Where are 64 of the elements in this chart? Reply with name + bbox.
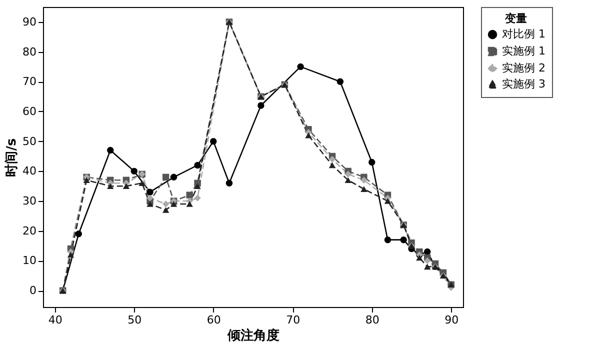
y-tick-label: 70	[22, 75, 36, 88]
y-tick-label: 40	[22, 164, 36, 178]
y-tick-label: 0	[30, 284, 36, 298]
x-tick-label: 90	[444, 314, 459, 326]
point	[226, 180, 233, 186]
point	[67, 252, 74, 258]
point	[328, 162, 336, 168]
point	[146, 194, 154, 202]
point	[107, 183, 114, 190]
point	[186, 201, 193, 207]
y-tick-label: 90	[22, 15, 36, 28]
point	[344, 170, 352, 178]
legend-title: 变量	[504, 12, 527, 25]
point	[170, 174, 178, 180]
point	[194, 183, 201, 190]
x-tick-label: 80	[365, 314, 380, 326]
point	[297, 63, 304, 70]
point	[344, 177, 352, 184]
y-tick-label: 60	[22, 104, 36, 118]
legend-label: 实施例 3	[502, 78, 546, 90]
point	[107, 146, 114, 154]
point	[336, 78, 344, 85]
legend-label: 实施例 2	[502, 62, 546, 74]
point	[305, 132, 312, 138]
point	[360, 186, 368, 192]
point	[424, 248, 431, 256]
y-tick-label: 20	[22, 224, 36, 238]
x-tick-label: 60	[206, 314, 221, 326]
point	[384, 198, 392, 204]
x-tick-label: 40	[48, 314, 62, 326]
point	[210, 138, 217, 145]
point	[194, 194, 201, 202]
legend-label: 对比例 1	[502, 28, 546, 40]
point	[384, 236, 392, 244]
x-tick-label: 50	[128, 314, 142, 326]
point	[122, 183, 130, 190]
point	[170, 201, 178, 207]
point	[328, 156, 336, 163]
y-tick-label: 80	[22, 45, 36, 58]
x-tick-label: 70	[286, 314, 300, 326]
point	[186, 192, 193, 198]
point	[194, 162, 201, 169]
point	[162, 174, 170, 181]
y-tick-label: 50	[22, 134, 36, 148]
point	[258, 102, 264, 109]
point	[424, 257, 431, 264]
point	[360, 176, 368, 184]
y-tick-label: 10	[22, 254, 36, 268]
point	[146, 201, 154, 207]
point	[424, 264, 431, 270]
point	[162, 200, 170, 208]
y-axis-title: 时间/s	[4, 138, 20, 177]
x-axis-title: 倾注角度	[226, 328, 280, 344]
point	[130, 168, 138, 175]
point	[83, 177, 90, 184]
point	[75, 230, 82, 238]
point	[146, 188, 154, 196]
point	[416, 254, 423, 261]
point	[400, 236, 407, 244]
point	[368, 158, 376, 166]
legend-label: 实施例 1	[502, 44, 546, 58]
y-tick-label: 30	[22, 194, 36, 208]
point	[138, 180, 146, 186]
point	[162, 207, 170, 213]
